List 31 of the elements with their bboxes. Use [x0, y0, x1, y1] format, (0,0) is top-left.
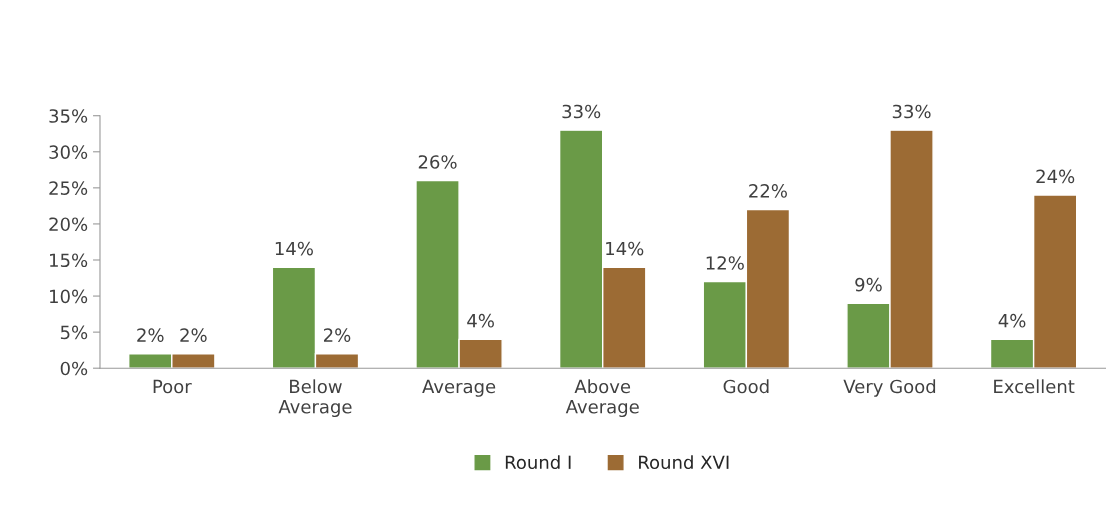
x-tick-label: Poor — [153, 379, 192, 394]
y-tick-label: 15% — [50, 253, 88, 268]
x-tick-label: Excellent — [994, 379, 1075, 394]
data-label: 4% — [467, 313, 494, 328]
legend-label: Round I — [505, 455, 571, 470]
x-tick-label: Average — [422, 379, 496, 397]
x-tick-label: Very Good — [843, 379, 936, 397]
data-label: 9% — [855, 277, 882, 292]
data-label: 2% — [180, 328, 207, 342]
data-label: 26% — [418, 155, 457, 169]
y-tick-label: 0% — [60, 361, 88, 376]
data-label: 33% — [892, 104, 931, 119]
data-label: 33% — [562, 104, 601, 119]
data-label: 4% — [998, 313, 1026, 328]
x-tick-label: Below Average — [278, 379, 352, 417]
x-tick-label: Above Average — [565, 379, 639, 417]
y-tick-label: 30% — [49, 145, 88, 159]
data-label: 2% — [137, 328, 164, 342]
data-label: 12% — [706, 256, 744, 270]
data-label: 2% — [323, 328, 351, 342]
x-tick-label: Good — [723, 379, 769, 394]
y-tick-label: 35% — [49, 109, 88, 123]
data-label: 22% — [749, 184, 787, 198]
y-tick-label: 25% — [49, 181, 88, 195]
y-tick-label: 5% — [60, 325, 88, 340]
data-label: 24% — [1036, 169, 1075, 184]
legend-label: Round XVI — [639, 455, 729, 470]
data-label: 14% — [606, 241, 644, 256]
y-tick-label: 20% — [49, 217, 88, 232]
data-label: 14% — [275, 241, 313, 256]
y-tick-label: 10% — [50, 289, 88, 304]
